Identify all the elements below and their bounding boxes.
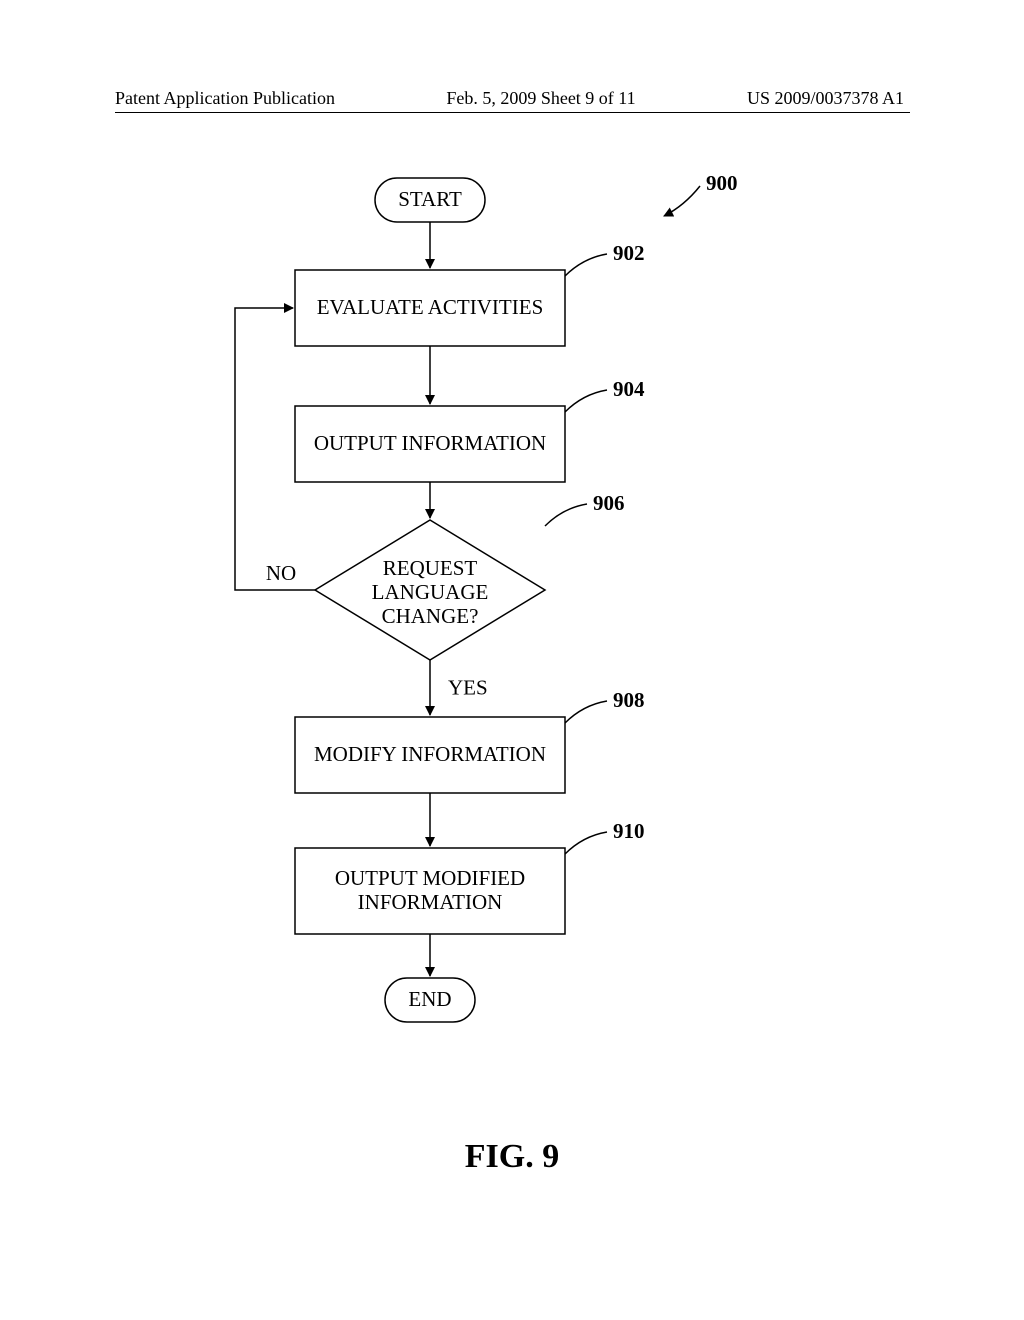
svg-text:START: START [398, 187, 462, 211]
svg-text:904: 904 [613, 377, 645, 401]
svg-text:END: END [408, 987, 451, 1011]
svg-text:OUTPUT INFORMATION: OUTPUT INFORMATION [314, 431, 546, 455]
svg-text:YES: YES [448, 676, 488, 700]
svg-text:NO: NO [266, 561, 296, 585]
page-header: Patent Application Publication Feb. 5, 2… [0, 88, 1024, 109]
flowchart-svg: START EVALUATE ACTIVITIES 902 OUTPUT INFORM… [0, 150, 1024, 1150]
header-right: US 2009/0037378 A1 [747, 88, 904, 109]
svg-text:REQUEST: REQUEST [383, 556, 478, 580]
svg-text:906: 906 [593, 491, 625, 515]
svg-text:LANGUAGE: LANGUAGE [372, 580, 489, 604]
svg-text:902: 902 [613, 241, 645, 265]
svg-text:INFORMATION: INFORMATION [358, 890, 503, 914]
svg-text:910: 910 [613, 819, 645, 843]
svg-text:908: 908 [613, 688, 645, 712]
svg-text:900: 900 [706, 171, 738, 195]
header-center: Feb. 5, 2009 Sheet 9 of 11 [446, 88, 635, 109]
svg-text:OUTPUT MODIFIED: OUTPUT MODIFIED [335, 866, 525, 890]
svg-text:EVALUATE ACTIVITIES: EVALUATE ACTIVITIES [317, 295, 544, 319]
header-rule [115, 112, 910, 113]
svg-text:MODIFY INFORMATION: MODIFY INFORMATION [314, 742, 546, 766]
svg-text:CHANGE?: CHANGE? [382, 604, 479, 628]
header-left: Patent Application Publication [115, 88, 335, 109]
figure-label: FIG. 9 [0, 1138, 1024, 1176]
